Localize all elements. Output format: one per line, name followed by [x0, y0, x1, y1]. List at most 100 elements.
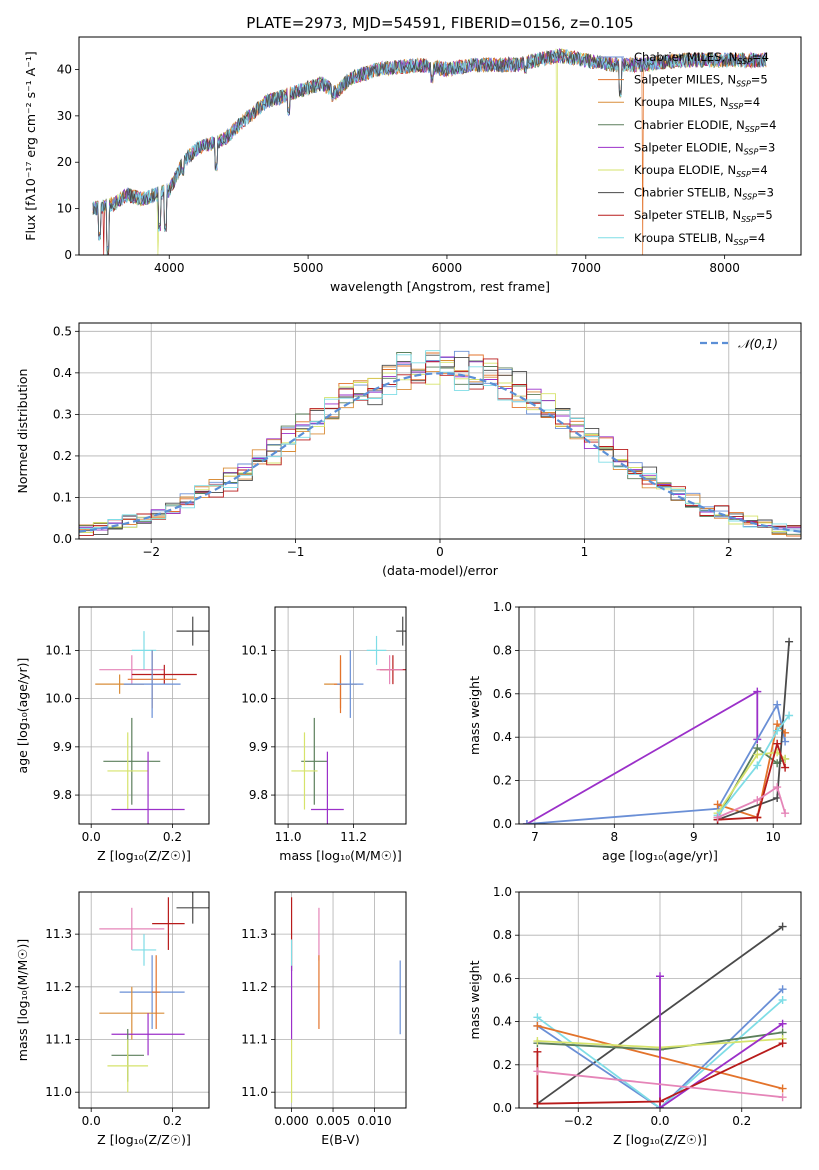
y-tick-label: 0.2 [53, 449, 72, 463]
y-axis-label: mass weight [467, 960, 482, 1039]
y-tick-label: 11.3 [45, 927, 72, 941]
weight-marker [753, 687, 762, 696]
x-tick-label: 5000 [293, 261, 324, 275]
y-tick-label: 0.5 [53, 324, 72, 338]
y-tick-label: 0.8 [493, 928, 512, 942]
figure-title: PLATE=2973, MJD=54591, FIBERID=0156, z=0… [246, 14, 633, 32]
weight-marker [773, 726, 782, 735]
weight-marker [656, 1097, 664, 1106]
weight-line [659, 976, 784, 1108]
weight-marker [713, 813, 722, 822]
axes-frame [78, 891, 210, 1109]
residuals-plot-area [79, 323, 801, 539]
weight-marker [785, 711, 794, 720]
legend-label: Chabrier STELIB, NSSP=3 [634, 186, 774, 202]
legend-label: Chabrier ELODIE, NSSP=4 [634, 118, 776, 134]
weight-marker [656, 972, 664, 981]
y-tick-label: 0.1 [53, 490, 72, 504]
spectrum-line-chabrier-stelib [92, 49, 767, 255]
y-tick-label: 1.0 [493, 885, 512, 899]
weight-marker [773, 783, 782, 792]
x-tick-label: 0.2 [163, 1114, 182, 1128]
x-tick-label: 11.2 [340, 830, 367, 844]
y-tick-label: 9.9 [53, 740, 72, 754]
x-tick-label: 8 [611, 830, 619, 844]
weight-marker [773, 739, 782, 748]
y-axis-label: mass [log₁₀(M/M☉)] [15, 939, 30, 1061]
x-tick-label: 1 [581, 545, 589, 559]
y-tick-label: 0.0 [53, 532, 72, 546]
x-tick-label: 0.000 [274, 1114, 308, 1128]
y-tick-label: 30 [57, 109, 72, 123]
normal-curve [79, 372, 801, 533]
y-tick-label: 0.4 [493, 1015, 512, 1029]
weight-marker [778, 996, 787, 1004]
y-tick-label: 0.6 [493, 971, 512, 985]
y-axis-label: mass weight [467, 676, 482, 755]
weight-line [537, 1070, 783, 1099]
weight_vs_Z-plot-area [519, 892, 801, 1108]
y-tick-label: 0.8 [493, 643, 512, 657]
y-tick-label: 9.8 [53, 788, 72, 802]
x-tick-label: 2 [725, 545, 733, 559]
weight-marker [533, 1099, 542, 1108]
weight-marker [773, 700, 782, 709]
weight-line [717, 740, 786, 821]
legend-label: Salpeter ELODIE, NSSP=3 [634, 140, 775, 156]
y-tick-label: 9.9 [249, 740, 268, 754]
spectrum-plot-area [92, 48, 767, 255]
axes-frame [78, 322, 802, 540]
mass_vs_ebv-plot-area [275, 892, 406, 1108]
y-tick-label: 0.0 [493, 1101, 512, 1115]
y-tick-label: 10.1 [45, 643, 72, 657]
x-axis-label: Z [log₁₀(Z/Z☉)] [97, 1132, 191, 1147]
weight-marker [533, 1037, 542, 1046]
y-tick-label: 11.0 [45, 1085, 72, 1099]
weight-line [717, 722, 786, 819]
y-tick-label: 0.0 [493, 817, 512, 831]
y-tick-label: 1.0 [493, 600, 512, 614]
y-axis-label: Flux [fλ10⁻¹⁷ erg cm⁻² s⁻¹ A⁻¹] [23, 51, 38, 240]
weight-marker [533, 1013, 542, 1022]
weight-line [536, 988, 784, 1108]
x-tick-label: 0.0 [650, 1114, 669, 1128]
weight-marker [778, 985, 787, 994]
weight-marker [778, 922, 787, 931]
weight-marker [785, 637, 794, 646]
x-tick-label: 11.0 [275, 830, 302, 844]
weight-line [526, 702, 786, 824]
weight-marker [778, 1084, 787, 1093]
axes-frame [78, 36, 802, 256]
axes-frame [518, 891, 802, 1109]
x-tick-label: 0 [436, 545, 444, 559]
y-tick-label: 0 [64, 248, 72, 262]
x-axis-label: wavelength [Angstrom, rest frame] [330, 279, 550, 294]
x-tick-label: 6000 [432, 261, 463, 275]
spectrum-panel: 4000 5000 6000 7000 8000 0 10 20 30 40 wavelength … [23, 36, 802, 294]
age_vs_Z-panel: 0.0 0.2 9.8 9.9 10.0 10.1 Z [log₁₀(Z/Z☉)] age [… [15, 606, 210, 863]
x-tick-label: 0.0 [82, 830, 101, 844]
axes-frame [274, 606, 407, 825]
y-tick-label: 10.1 [241, 643, 268, 657]
weight-marker [781, 763, 790, 772]
y-axis-label: age [log₁₀(age/yr)] [15, 658, 30, 774]
weight_vs_age-plot-area [519, 607, 801, 824]
x-axis-label: mass [log₁₀(M/M☉)] [279, 848, 401, 863]
y-tick-label: 11.2 [241, 980, 268, 994]
x-tick-label: 8000 [709, 261, 740, 275]
x-axis-label: age [log₁₀(age/yr)] [602, 848, 718, 863]
y-tick-label: 11.0 [241, 1085, 268, 1099]
y-tick-label: 0.6 [493, 687, 512, 701]
age_vs_mass-plot-area [275, 607, 406, 824]
weight-marker [713, 800, 722, 809]
x-tick-label: −1 [287, 545, 305, 559]
age_vs_Z-plot-area [79, 607, 209, 824]
weight-line [716, 714, 790, 816]
weight-line [536, 999, 784, 1108]
y-tick-label: 40 [57, 62, 72, 76]
legend-label: Salpeter MILES, NSSP=5 [634, 73, 768, 89]
axes-frame [78, 606, 210, 825]
x-tick-label: 10 [766, 830, 781, 844]
mass_vs_Z-plot-area [79, 892, 209, 1108]
